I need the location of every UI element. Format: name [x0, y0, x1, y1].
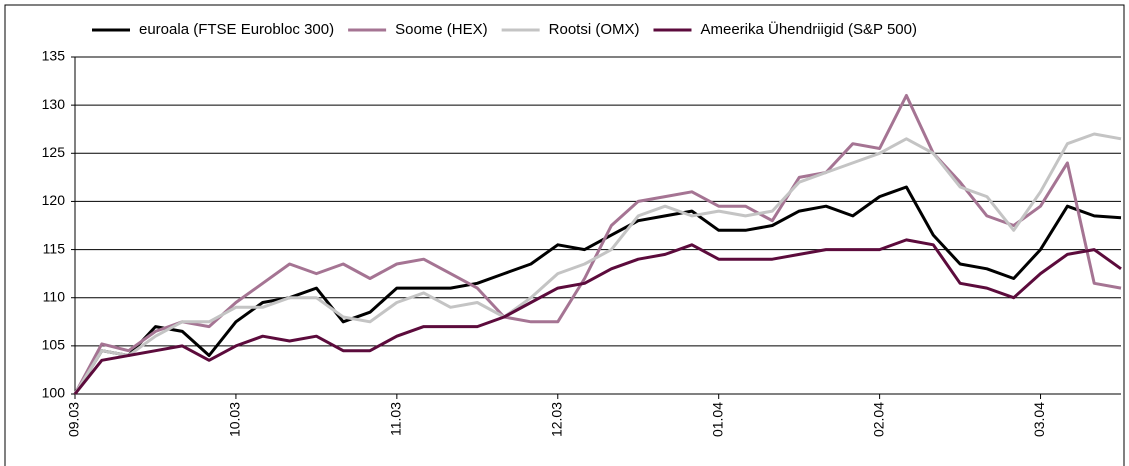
y-tick-label: 125 [42, 144, 66, 160]
x-tick-label: 03.04 [1031, 402, 1047, 437]
x-tick-label: 11.03 [388, 402, 404, 436]
y-tick-label: 115 [43, 240, 66, 256]
x-tick-label: 09.03 [66, 402, 82, 437]
x-tick-label: 10.03 [227, 402, 243, 437]
series-line [73, 132, 1122, 395]
frame [4, 4, 1125, 466]
y-tick-label: 100 [42, 385, 66, 401]
legend-label: Soome (HEX) [395, 21, 488, 38]
y-tick-label: 120 [42, 192, 66, 208]
x-tick-label: 12.03 [548, 402, 564, 437]
series-line [73, 238, 1122, 395]
x-tick-label: 01.04 [709, 402, 725, 437]
legend-label: euroala (FTSE Eurobloc 300) [139, 21, 334, 38]
y-tick-label: 105 [42, 337, 66, 353]
x-tick-label: 02.04 [870, 402, 886, 437]
y-tick-label: 130 [42, 96, 66, 112]
legend-label: Ameerika Ühendriigid (S&P 500) [700, 20, 917, 38]
legend-label: Rootsi (OMX) [549, 21, 640, 38]
y-tick-label: 135 [42, 48, 66, 64]
y-tick-label: 110 [43, 288, 66, 304]
series-line [73, 185, 1122, 395]
